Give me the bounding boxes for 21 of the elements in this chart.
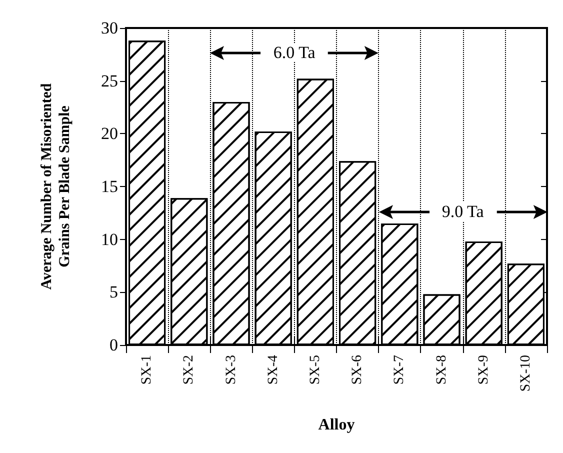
y-tick-label: 30 <box>101 18 118 38</box>
x-axis-title: Alloy <box>318 416 355 434</box>
y-tick-label: 10 <box>101 230 118 249</box>
x-tick-label: SX-3 <box>224 355 239 385</box>
x-tick-label: SX-4 <box>266 355 281 385</box>
y-tick-label: 15 <box>101 177 118 196</box>
y-tick-label: 5 <box>110 282 118 302</box>
x-tick-label: SX-9 <box>476 355 492 385</box>
annotation: 9.0 Ta <box>442 202 484 221</box>
y-axis-title: Average Number of Misoriented Grains Per Blade Sample <box>39 82 73 290</box>
x-tick-label: SX-7 <box>392 355 408 385</box>
annotation: 6.0 Ta <box>273 43 316 62</box>
y-tick-label: 0 <box>110 336 118 354</box>
x-tick-label: SX-10 <box>518 355 534 392</box>
x-tick-label: SX-8 <box>434 355 450 385</box>
y-tick-label: 25 <box>101 71 118 90</box>
x-tick-label: SX-2 <box>182 355 197 385</box>
x-tick-label: SX-6 <box>350 355 366 385</box>
x-tick-label: SX-5 <box>308 355 323 385</box>
x-tick-label: SX-1 <box>140 355 155 385</box>
y-tick-label: 20 <box>101 124 118 144</box>
